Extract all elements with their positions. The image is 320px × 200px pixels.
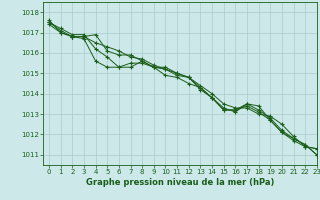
X-axis label: Graphe pression niveau de la mer (hPa): Graphe pression niveau de la mer (hPa) xyxy=(86,178,274,187)
